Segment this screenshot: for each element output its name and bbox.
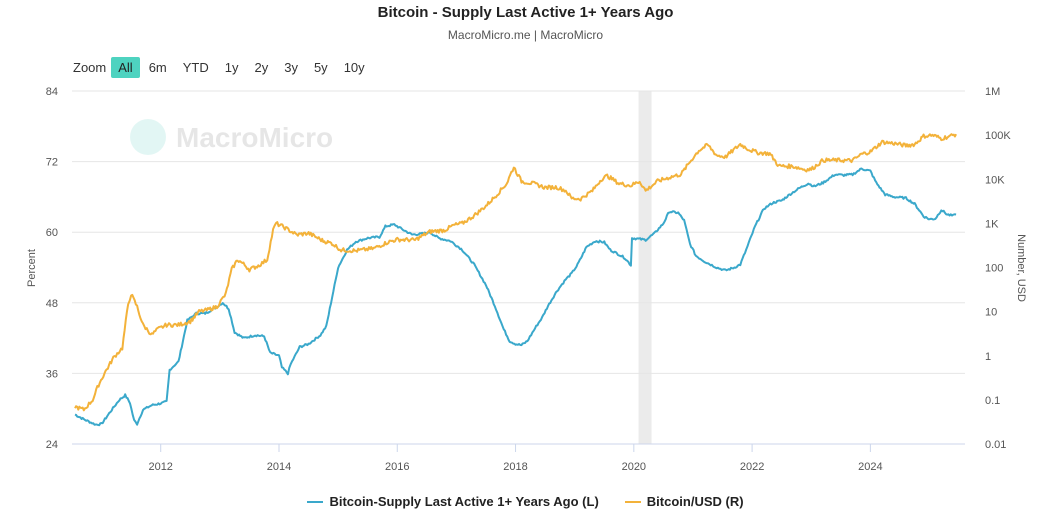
price-series-line: [74, 133, 957, 412]
watermark: MacroMicro: [130, 119, 333, 155]
supply-series-line: [74, 167, 957, 427]
zoom-3y-button[interactable]: 3y: [284, 60, 298, 75]
zoom-1y-button[interactable]: 1y: [224, 60, 239, 75]
zoom-2y-button[interactable]: 2y: [254, 60, 269, 75]
legend-item-supply[interactable]: Bitcoin-Supply Last Active 1+ Years Ago …: [307, 494, 599, 509]
legend-label-supply: Bitcoin-Supply Last Active 1+ Years Ago …: [329, 494, 599, 509]
legend-label-price: Bitcoin/USD (R): [646, 494, 744, 509]
x-tick-label: 2022: [740, 461, 764, 473]
zoom-all-button[interactable]: All: [111, 57, 140, 78]
x-tick-label: 2016: [385, 461, 409, 473]
watermark-logo-icon: [130, 119, 166, 155]
legend-item-price[interactable]: Bitcoin/USD (R): [624, 494, 744, 509]
right-tick-label: 1K: [985, 218, 999, 230]
x-tick-label: 2024: [858, 461, 882, 473]
chart-subtitle: MacroMicro.me | MacroMicro: [447, 28, 604, 42]
right-tick-label: 1: [985, 351, 991, 363]
shaded-period: [638, 91, 652, 444]
left-axis-title: Percent: [26, 249, 38, 287]
right-axis-title: Number, USD: [1015, 234, 1027, 302]
left-tick-label: 84: [46, 86, 58, 98]
x-tick-label: 2014: [267, 461, 291, 473]
zoom-6m-button[interactable]: 6m: [148, 60, 167, 75]
zoom-label: Zoom: [73, 60, 107, 75]
legend: Bitcoin-Supply Last Active 1+ Years Ago …: [0, 494, 1051, 509]
right-tick-label: 0.01: [985, 439, 1006, 451]
zoom-5y-button[interactable]: 5y: [313, 60, 328, 75]
x-tick-label: 2018: [503, 461, 527, 473]
left-tick-label: 72: [46, 157, 58, 169]
x-tick-label: 2012: [148, 461, 172, 473]
left-tick-label: 24: [46, 439, 58, 451]
right-tick-label: 10: [985, 307, 997, 319]
zoom-toolbar: Zoom All 6m YTD 1y 2y 3y 5y 10y: [73, 57, 374, 78]
legend-swatch-price: [624, 500, 641, 503]
chart-title: Bitcoin - Supply Last Active 1+ Years Ag…: [377, 4, 674, 21]
right-tick-label: 0.1: [985, 395, 1000, 407]
legend-swatch-supply: [307, 500, 324, 503]
zoom-ytd-button[interactable]: YTD: [182, 60, 209, 75]
zoom-10y-button[interactable]: 10y: [343, 60, 365, 75]
watermark-text: MacroMicro: [176, 122, 333, 153]
right-tick-label: 1M: [985, 86, 1000, 98]
right-tick-label: 10K: [985, 174, 1005, 186]
right-tick-label: 100K: [985, 130, 1011, 142]
left-tick-label: 36: [46, 368, 58, 380]
left-tick-label: 60: [46, 227, 58, 239]
x-tick-label: 2020: [622, 461, 646, 473]
left-tick-label: 48: [46, 298, 58, 310]
right-tick-label: 100: [985, 263, 1003, 275]
